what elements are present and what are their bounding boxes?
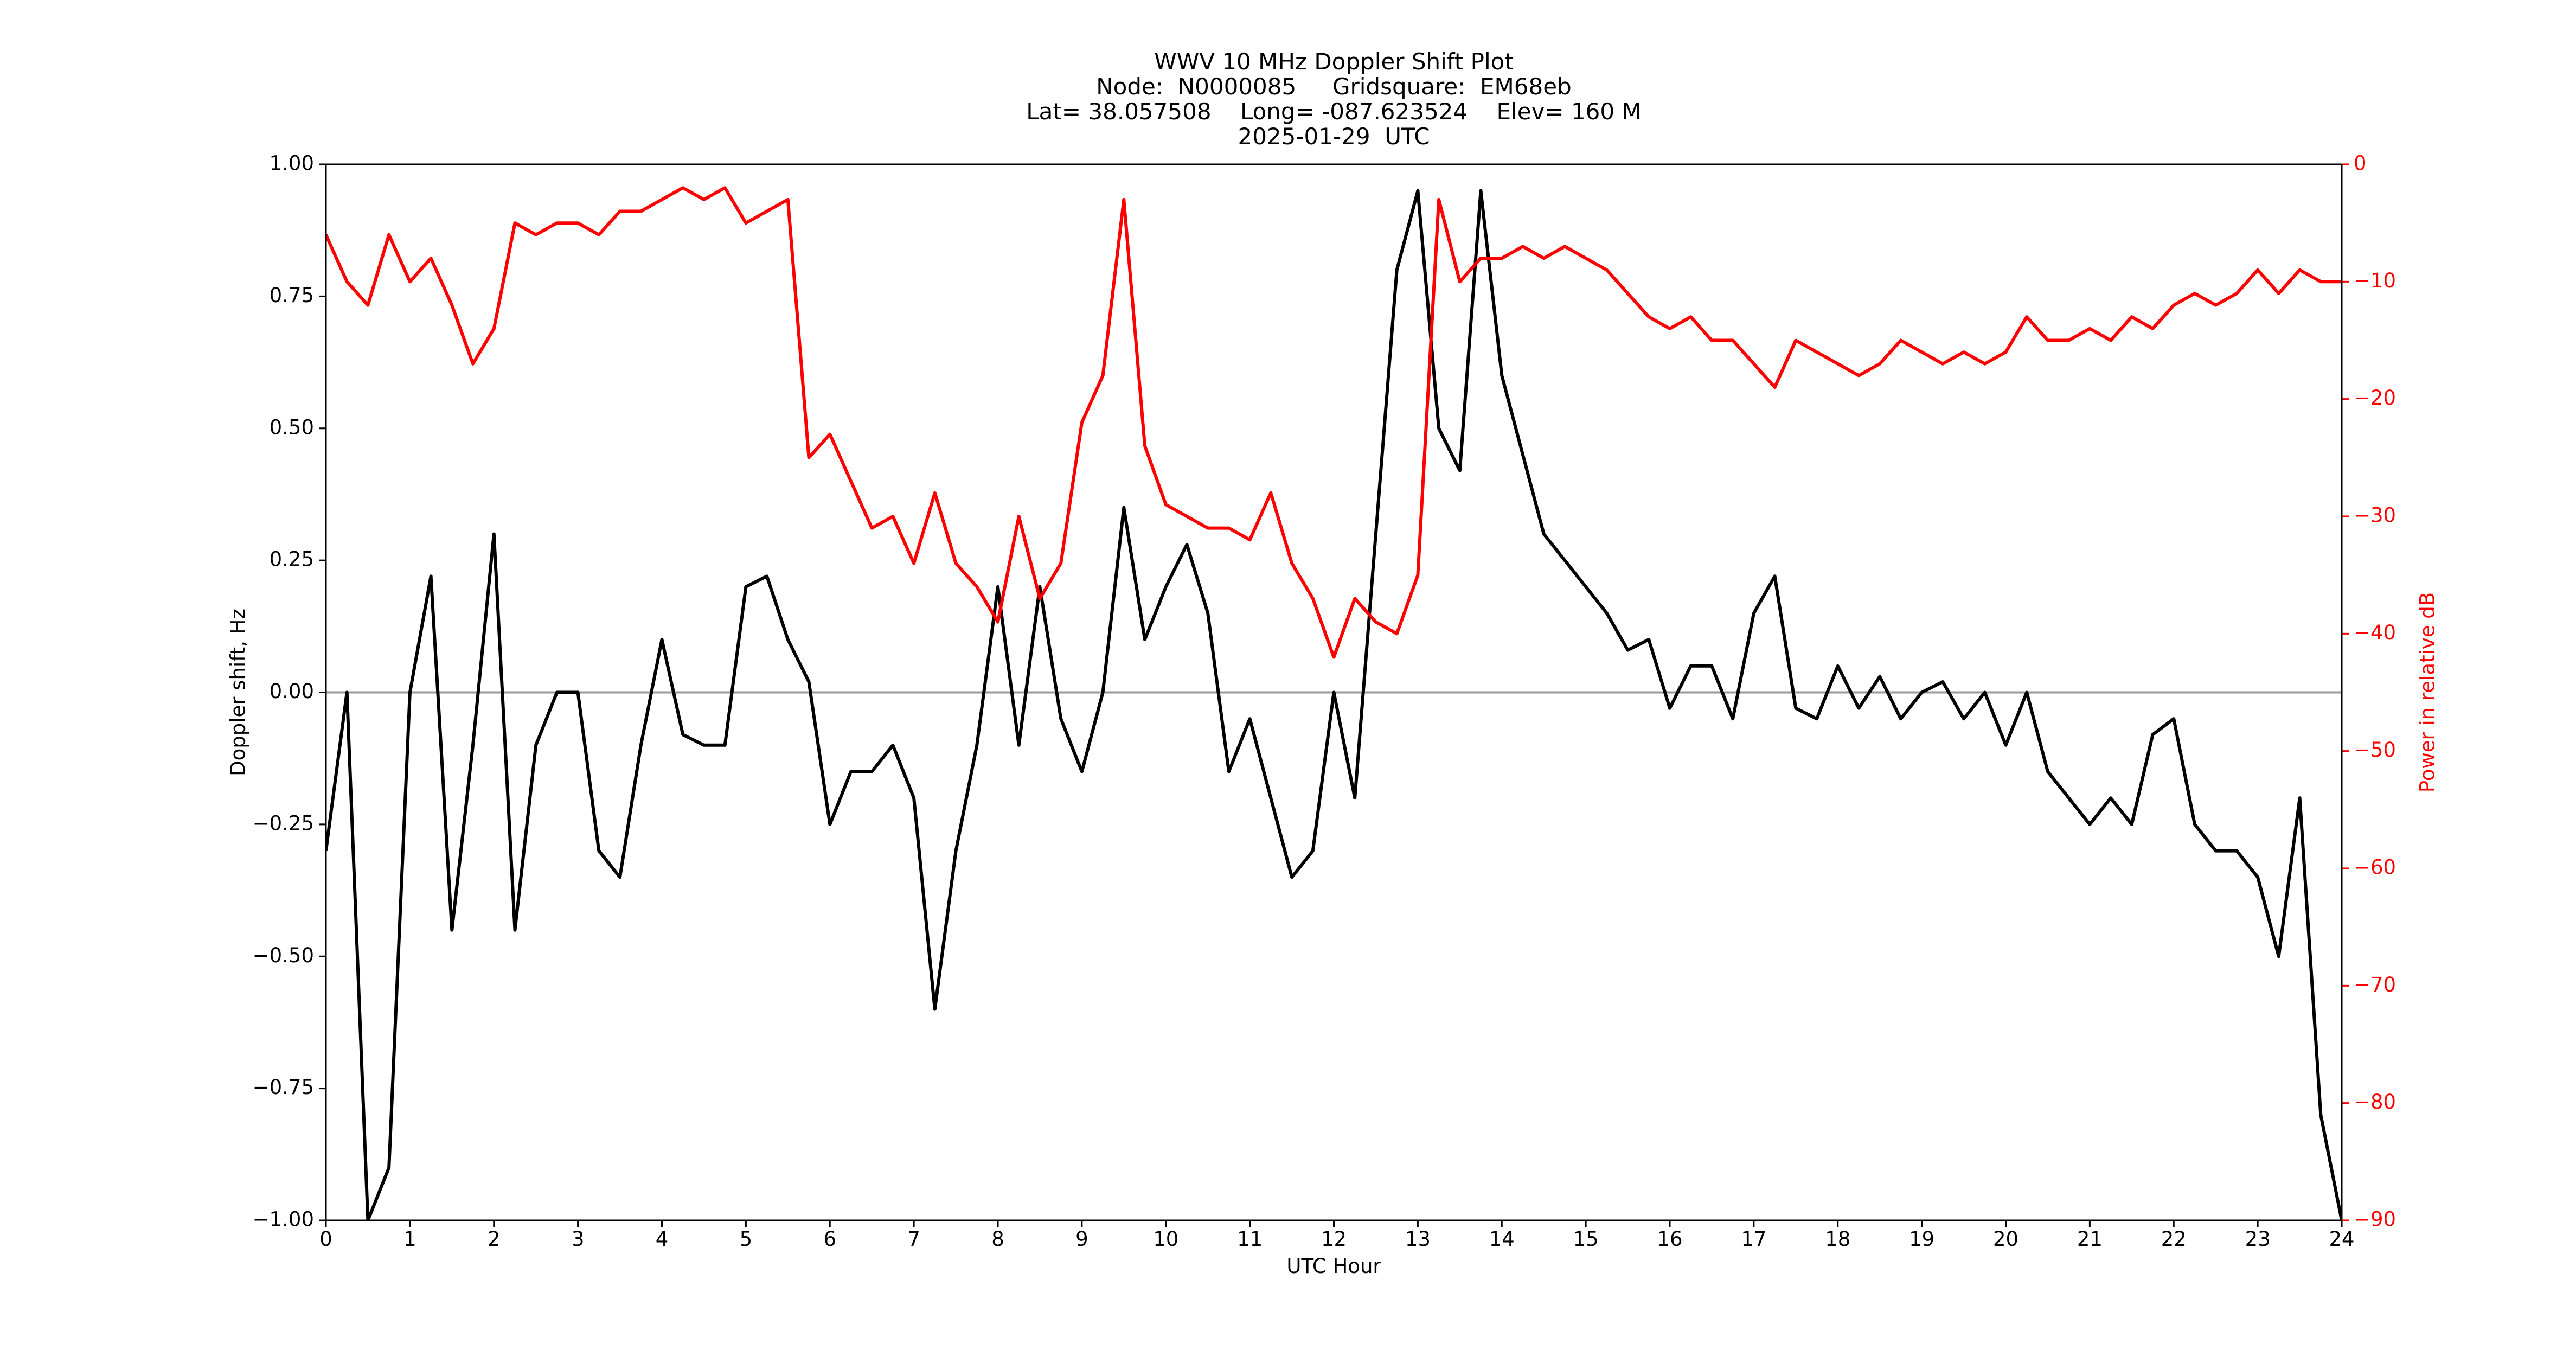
y2-tick-label: 0 xyxy=(2354,152,2367,175)
y-tick-label: 0.75 xyxy=(270,284,314,307)
x-tick-label: 5 xyxy=(740,1227,753,1251)
chart-title: WWV 10 MHz Doppler Shift Plot xyxy=(1154,48,1514,75)
y-tick-label: −1.00 xyxy=(253,1208,314,1231)
data-line xyxy=(326,186,2342,659)
y2-tick-label: −50 xyxy=(2354,738,2396,762)
y-axis-label: Doppler shift, Hz xyxy=(227,609,250,776)
x-tick-label: 3 xyxy=(572,1227,585,1251)
y2-tick-label: −90 xyxy=(2354,1208,2396,1231)
chart-title: 2025-01-29 UTC xyxy=(1238,123,1430,150)
x-tick-label: 17 xyxy=(1741,1227,1766,1251)
x-tick-label: 16 xyxy=(1657,1227,1682,1251)
x-tick-label: 11 xyxy=(1237,1227,1263,1251)
y-tick-label: −0.50 xyxy=(253,944,314,967)
x-tick-label: 22 xyxy=(2161,1227,2187,1251)
x-tick-label: 24 xyxy=(2329,1227,2354,1251)
x-tick-label: 0 xyxy=(319,1227,332,1251)
x-axis-label: UTC Hour xyxy=(1286,1255,1381,1278)
x-tick-label: 23 xyxy=(2245,1227,2271,1251)
x-tick-label: 4 xyxy=(656,1227,669,1251)
y-tick-label: 0.25 xyxy=(270,548,314,571)
x-tick-label: 18 xyxy=(1825,1227,1850,1251)
x-tick-label: 21 xyxy=(2077,1227,2103,1251)
x-tick-label: 6 xyxy=(823,1227,836,1251)
y-tick-label: 0.50 xyxy=(270,415,314,439)
x-tick-label: 8 xyxy=(991,1227,1004,1251)
y2-axis-label: Power in relative dB xyxy=(2416,592,2439,792)
data-line xyxy=(326,189,2342,1220)
x-tick-label: 13 xyxy=(1405,1227,1431,1251)
y2-tick-label: −30 xyxy=(2354,504,2396,527)
plot-frame xyxy=(325,163,2343,1221)
y-tick-label: −0.25 xyxy=(253,811,314,835)
y2-tick-label: −60 xyxy=(2354,856,2396,879)
x-tick-label: 15 xyxy=(1573,1227,1599,1251)
y2-tick-label: −70 xyxy=(2354,973,2396,996)
y2-tick-label: −20 xyxy=(2354,386,2396,410)
x-tick-label: 20 xyxy=(1993,1227,2018,1251)
y2-tick-label: −40 xyxy=(2354,621,2396,644)
y-tick-label: 0.00 xyxy=(270,680,314,703)
y2-tick-label: −80 xyxy=(2354,1090,2396,1114)
x-tick-label: 2 xyxy=(488,1227,501,1251)
chart-title: Node: N0000085 Gridsquare: EM68eb xyxy=(1096,73,1571,100)
x-tick-label: 12 xyxy=(1321,1227,1347,1251)
x-tick-label: 10 xyxy=(1153,1227,1178,1251)
chart-title: Lat= 38.057508 Long= -087.623524 Elev= 1… xyxy=(1026,98,1641,125)
y2-tick-label: −10 xyxy=(2354,269,2396,292)
x-tick-label: 1 xyxy=(403,1227,416,1251)
x-tick-label: 14 xyxy=(1489,1227,1515,1251)
x-tick-label: 7 xyxy=(907,1227,920,1251)
y-tick-label: 1.00 xyxy=(270,152,314,175)
y-tick-label: −0.75 xyxy=(253,1076,314,1099)
x-tick-label: 9 xyxy=(1075,1227,1088,1251)
x-tick-label: 19 xyxy=(1909,1227,1934,1251)
